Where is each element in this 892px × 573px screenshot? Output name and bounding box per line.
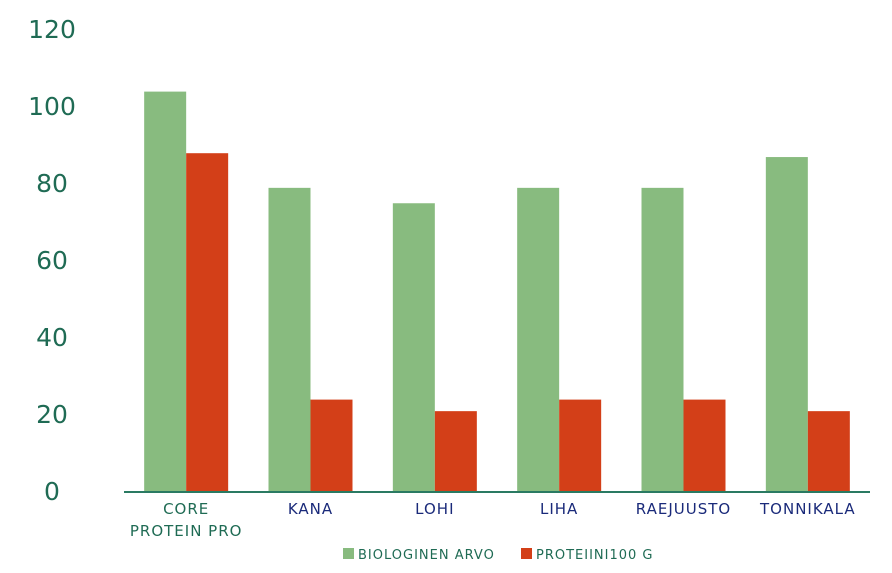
bar-biologinen-arvo-2 [392,203,435,492]
y-tick-label: 100 [28,92,76,121]
legend-swatch [343,548,354,559]
x-tick-label: TONNIKALA [759,500,856,518]
x-axis-labels: CORE PROTEIN PRO KANA LOHI LIHA RAEJUUSTO TONN… [130,500,856,540]
x-tick-label: CORE PROTEIN PRO [130,500,243,540]
y-tick-label: 40 [36,323,68,352]
y-tick-label: 60 [36,246,68,275]
bar-proteiini-5 [807,411,850,492]
legend-label: BIOLOGINEN ARVO [358,548,495,563]
legend-swatch [521,548,532,559]
bar-proteiini-2 [434,411,477,492]
legend-label: PROTEIINI100 G [536,548,654,563]
bar-proteiini-3 [559,399,602,492]
y-tick-label: 80 [36,169,68,198]
x-tick-label: KANA [288,500,333,518]
bar-proteiini-0 [186,153,229,492]
x-tick-label: RAEJUUSTO [636,500,731,518]
y-tick-label: 120 [28,15,76,44]
legend: BIOLOGINEN ARVO PROTEIINI100 G [343,548,654,563]
bar-biologinen-arvo-4 [641,187,684,492]
bar-biologinen-arvo-1 [268,187,311,492]
bars [144,91,850,493]
y-tick-label: 20 [36,400,68,429]
x-tick-label: LIHA [540,500,578,518]
y-tick-label: 0 [44,477,60,506]
bar-biologinen-arvo-3 [517,187,560,492]
bar-biologinen-arvo-0 [144,91,187,492]
y-axis-ticks: 0 20 40 60 80 100 120 [28,15,76,506]
x-tick-label: LOHI [415,500,454,518]
bar-proteiini-4 [683,399,726,492]
bar-proteiini-1 [310,399,353,492]
bar-biologinen-arvo-5 [765,157,808,493]
